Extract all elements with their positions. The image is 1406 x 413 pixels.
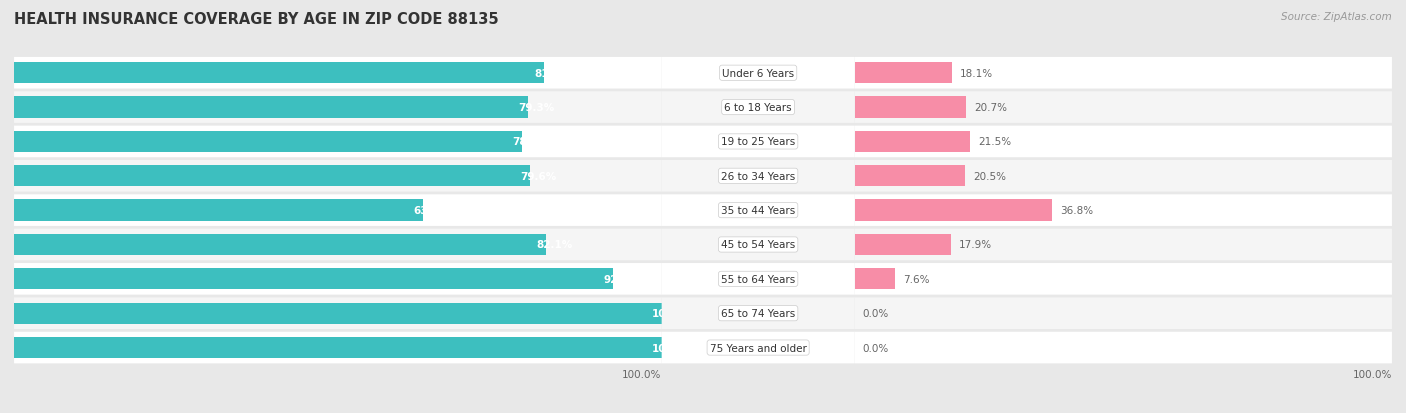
Text: 35 to 44 Years: 35 to 44 Years xyxy=(721,206,796,216)
Text: 45 to 54 Years: 45 to 54 Years xyxy=(721,240,796,250)
Text: 63.2%: 63.2% xyxy=(413,206,450,216)
Text: 0.0%: 0.0% xyxy=(863,343,889,353)
Text: 7.6%: 7.6% xyxy=(904,274,929,284)
FancyBboxPatch shape xyxy=(14,298,662,329)
Text: Under 6 Years: Under 6 Years xyxy=(723,69,794,78)
Text: HEALTH INSURANCE COVERAGE BY AGE IN ZIP CODE 88135: HEALTH INSURANCE COVERAGE BY AGE IN ZIP … xyxy=(14,12,499,27)
Text: 20.7%: 20.7% xyxy=(974,103,1007,113)
FancyBboxPatch shape xyxy=(662,298,855,329)
FancyBboxPatch shape xyxy=(662,92,855,123)
FancyBboxPatch shape xyxy=(855,263,1392,295)
Bar xyxy=(855,131,970,153)
Bar xyxy=(14,234,546,256)
FancyBboxPatch shape xyxy=(662,58,855,89)
Text: 82.1%: 82.1% xyxy=(536,240,572,250)
FancyBboxPatch shape xyxy=(662,195,855,226)
FancyBboxPatch shape xyxy=(14,58,662,89)
Text: 19 to 25 Years: 19 to 25 Years xyxy=(721,137,796,147)
Text: 78.5%: 78.5% xyxy=(513,137,550,147)
Bar xyxy=(14,63,544,84)
Text: 36.8%: 36.8% xyxy=(1060,206,1094,216)
Bar xyxy=(855,268,896,290)
FancyBboxPatch shape xyxy=(855,332,1392,363)
FancyBboxPatch shape xyxy=(855,92,1392,123)
FancyBboxPatch shape xyxy=(855,126,1392,158)
Text: 75 Years and older: 75 Years and older xyxy=(710,343,807,353)
Text: 6 to 18 Years: 6 to 18 Years xyxy=(724,103,792,113)
Bar xyxy=(855,166,965,187)
Text: 100.0%: 100.0% xyxy=(623,369,662,379)
FancyBboxPatch shape xyxy=(855,229,1392,261)
Text: Source: ZipAtlas.com: Source: ZipAtlas.com xyxy=(1281,12,1392,22)
Bar xyxy=(14,303,662,324)
FancyBboxPatch shape xyxy=(855,298,1392,329)
FancyBboxPatch shape xyxy=(855,161,1392,192)
Bar xyxy=(855,63,952,84)
Text: 79.3%: 79.3% xyxy=(517,103,554,113)
FancyBboxPatch shape xyxy=(662,332,855,363)
Text: 18.1%: 18.1% xyxy=(960,69,993,78)
Text: 21.5%: 21.5% xyxy=(979,137,1011,147)
Text: 100.0%: 100.0% xyxy=(652,343,696,353)
FancyBboxPatch shape xyxy=(14,161,662,192)
Bar xyxy=(14,200,423,221)
Bar xyxy=(14,131,523,153)
Bar xyxy=(14,268,613,290)
Text: 17.9%: 17.9% xyxy=(959,240,993,250)
FancyBboxPatch shape xyxy=(855,58,1392,89)
Text: 65 to 74 Years: 65 to 74 Years xyxy=(721,309,796,318)
Text: 81.9%: 81.9% xyxy=(534,69,571,78)
Bar xyxy=(14,337,662,358)
FancyBboxPatch shape xyxy=(14,126,662,158)
Bar xyxy=(14,97,527,119)
FancyBboxPatch shape xyxy=(14,263,662,295)
FancyBboxPatch shape xyxy=(14,332,662,363)
Text: 0.0%: 0.0% xyxy=(863,309,889,318)
Text: 55 to 64 Years: 55 to 64 Years xyxy=(721,274,796,284)
Text: 26 to 34 Years: 26 to 34 Years xyxy=(721,171,796,181)
FancyBboxPatch shape xyxy=(855,195,1392,226)
Text: 92.5%: 92.5% xyxy=(603,274,640,284)
Bar xyxy=(855,234,950,256)
Bar xyxy=(14,166,530,187)
Text: 20.5%: 20.5% xyxy=(973,171,1005,181)
FancyBboxPatch shape xyxy=(662,263,855,295)
FancyBboxPatch shape xyxy=(662,229,855,261)
Bar xyxy=(855,97,966,119)
FancyBboxPatch shape xyxy=(662,161,855,192)
FancyBboxPatch shape xyxy=(14,195,662,226)
Bar xyxy=(855,200,1052,221)
Text: 79.6%: 79.6% xyxy=(520,171,557,181)
FancyBboxPatch shape xyxy=(14,92,662,123)
Text: 100.0%: 100.0% xyxy=(1353,369,1392,379)
FancyBboxPatch shape xyxy=(662,126,855,158)
FancyBboxPatch shape xyxy=(14,229,662,261)
Text: 100.0%: 100.0% xyxy=(652,309,696,318)
